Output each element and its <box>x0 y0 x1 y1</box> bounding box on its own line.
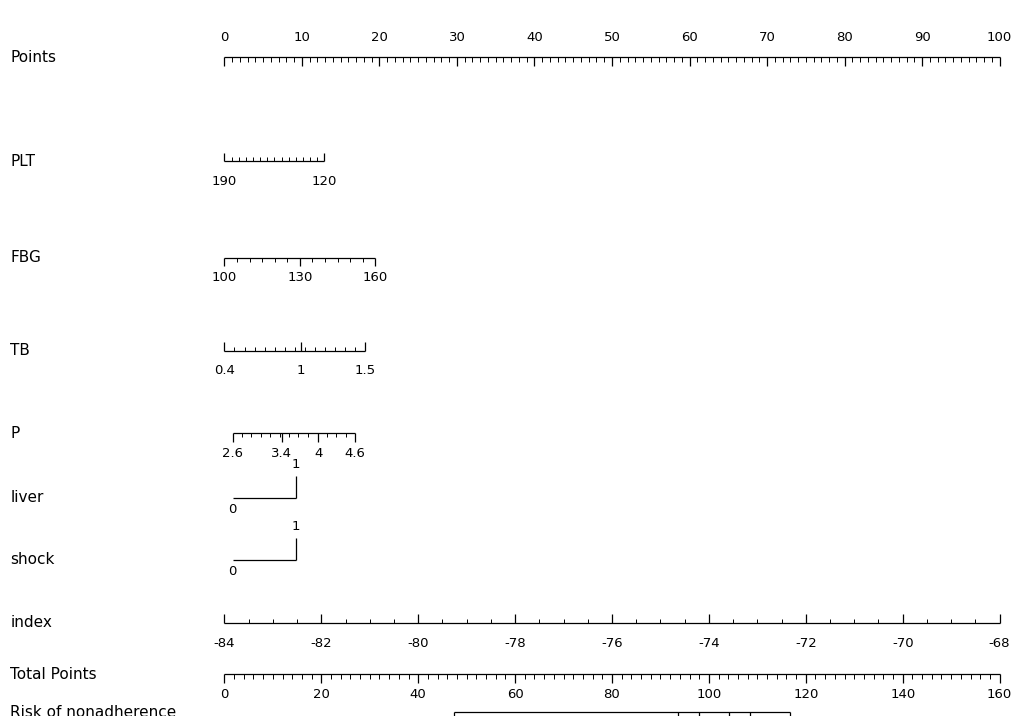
Text: 10: 10 <box>293 31 310 44</box>
Text: PLT: PLT <box>10 154 36 168</box>
Text: index: index <box>10 616 52 630</box>
Text: 0: 0 <box>220 31 228 44</box>
Text: -80: -80 <box>407 637 429 649</box>
Text: 2.6: 2.6 <box>222 447 243 460</box>
Text: 130: 130 <box>287 271 312 284</box>
Text: 3.4: 3.4 <box>271 447 291 460</box>
Text: 4: 4 <box>314 447 322 460</box>
Text: 20: 20 <box>371 31 387 44</box>
Text: -68: -68 <box>987 637 1010 649</box>
Text: 160: 160 <box>986 688 1011 701</box>
Text: 1: 1 <box>291 521 300 533</box>
Text: -70: -70 <box>891 637 913 649</box>
Text: 50: 50 <box>603 31 620 44</box>
Text: 4.6: 4.6 <box>344 447 365 460</box>
Text: 0: 0 <box>228 503 236 516</box>
Text: 120: 120 <box>312 175 336 188</box>
Text: P: P <box>10 426 19 440</box>
Text: 60: 60 <box>506 688 523 701</box>
Text: 100: 100 <box>986 31 1011 44</box>
Text: -76: -76 <box>600 637 623 649</box>
Text: 1.5: 1.5 <box>355 364 375 377</box>
Text: -82: -82 <box>310 637 332 649</box>
Text: -74: -74 <box>697 637 719 649</box>
Text: 70: 70 <box>758 31 774 44</box>
Text: Points: Points <box>10 50 56 64</box>
Text: 1: 1 <box>291 458 300 471</box>
Text: liver: liver <box>10 490 44 505</box>
Text: 0.4: 0.4 <box>214 364 234 377</box>
Text: 40: 40 <box>410 688 426 701</box>
Text: 1: 1 <box>297 364 305 377</box>
Text: FBG: FBG <box>10 251 41 265</box>
Text: 0: 0 <box>220 688 228 701</box>
Text: -72: -72 <box>794 637 816 649</box>
Text: 80: 80 <box>603 688 620 701</box>
Text: 0: 0 <box>228 565 236 578</box>
Text: 100: 100 <box>212 271 236 284</box>
Text: 30: 30 <box>448 31 465 44</box>
Text: 100: 100 <box>696 688 720 701</box>
Text: 60: 60 <box>681 31 697 44</box>
Text: 120: 120 <box>793 688 817 701</box>
Text: Total Points: Total Points <box>10 667 97 682</box>
Text: -84: -84 <box>213 637 235 649</box>
Text: -78: -78 <box>503 637 526 649</box>
Text: 140: 140 <box>890 688 914 701</box>
Text: 90: 90 <box>913 31 929 44</box>
Text: 40: 40 <box>526 31 542 44</box>
Text: Risk of nonadherence: Risk of nonadherence <box>10 705 176 716</box>
Text: 20: 20 <box>313 688 329 701</box>
Text: 190: 190 <box>212 175 236 188</box>
Text: shock: shock <box>10 553 55 567</box>
Text: TB: TB <box>10 344 30 358</box>
Text: 80: 80 <box>836 31 852 44</box>
Text: 160: 160 <box>363 271 387 284</box>
